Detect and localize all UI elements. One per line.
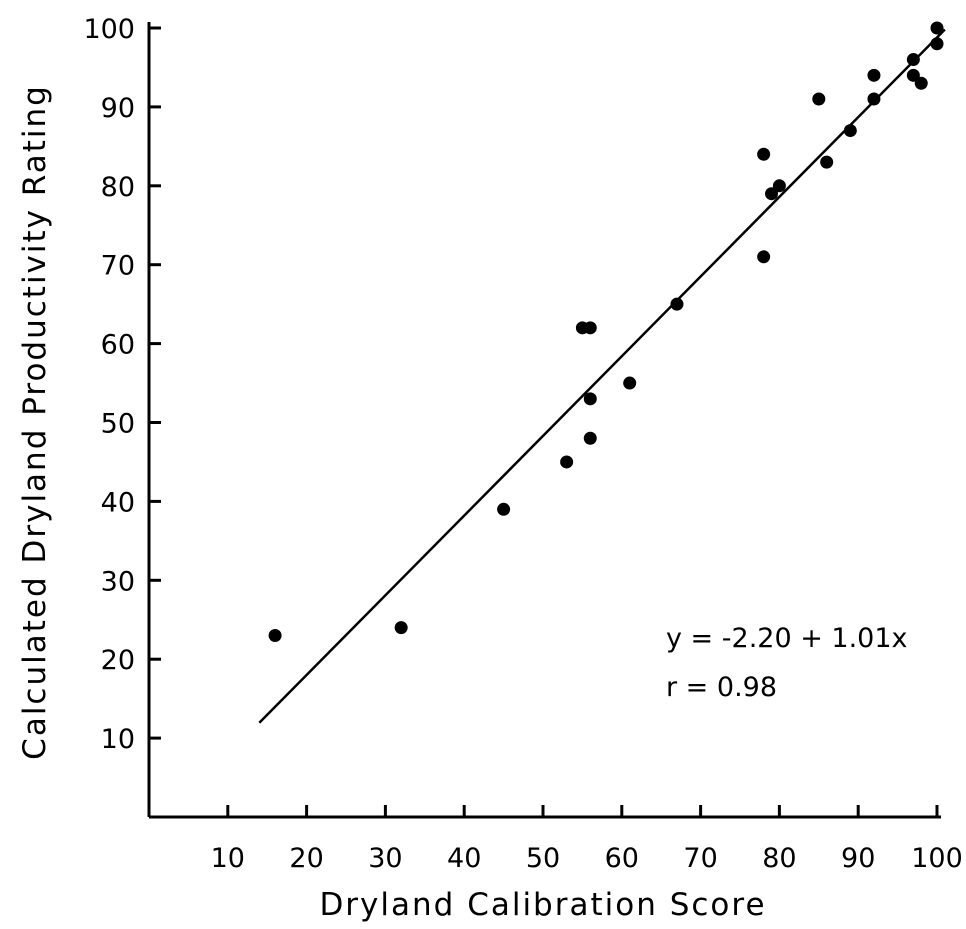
y-tick-label: 50 — [101, 409, 135, 440]
y-tick-label: 40 — [101, 487, 135, 518]
data-point — [843, 124, 857, 138]
data-point — [583, 392, 597, 406]
y-tick-label: 100 — [83, 14, 135, 45]
correlation-coefficient: r = 0.98 — [666, 672, 777, 703]
x-tick-label: 50 — [526, 843, 560, 874]
x-tick-label: 80 — [762, 843, 796, 874]
data-point — [394, 621, 408, 635]
x-axis-title: Dryland Calibration Score — [319, 887, 766, 923]
data-point — [560, 455, 574, 469]
data-point — [906, 68, 920, 82]
x-tick-label: 20 — [289, 843, 323, 874]
x-tick-label: 10 — [211, 843, 245, 874]
data-point — [268, 629, 282, 643]
y-tick-label: 80 — [101, 172, 135, 203]
axes — [147, 22, 941, 819]
data-point — [757, 147, 771, 161]
y-tick-label: 30 — [101, 566, 135, 597]
data-point — [772, 179, 786, 193]
data-point — [906, 53, 920, 67]
data-point — [930, 21, 944, 35]
y-tick-label: 90 — [101, 93, 135, 124]
data-point — [583, 321, 597, 335]
data-point — [867, 68, 881, 82]
ticks: 10 20 30 40 50 60 70 80 90 100 10 20 30 40 50 60 70 80 90 1… — [83, 14, 962, 874]
y-tick-label: 60 — [101, 330, 135, 361]
data-point — [820, 155, 834, 169]
x-tick-label: 60 — [605, 843, 639, 874]
data-point — [914, 76, 928, 90]
data-point — [765, 187, 779, 201]
y-tick-label: 10 — [101, 724, 135, 755]
data-point — [623, 376, 637, 390]
regression-line — [258, 28, 946, 724]
x-tick-label: 70 — [683, 843, 717, 874]
data-points — [268, 21, 944, 643]
x-tick-label: 90 — [841, 843, 875, 874]
y-tick-label: 70 — [101, 251, 135, 282]
regression-line-group — [258, 28, 946, 724]
data-point — [757, 250, 771, 264]
data-point — [583, 431, 597, 445]
data-point — [812, 92, 826, 106]
data-point — [867, 92, 881, 106]
x-tick-label: 100 — [911, 843, 963, 874]
data-point — [497, 502, 511, 516]
y-axis-title: Calculated Dryland Productivity Rating — [17, 84, 53, 760]
y-tick-label: 20 — [101, 645, 135, 676]
regression-equation: y = -2.20 + 1.01x — [666, 623, 908, 654]
x-tick-label: 40 — [447, 843, 481, 874]
data-point — [930, 37, 944, 51]
x-tick-label: 30 — [368, 843, 402, 874]
data-point — [670, 297, 684, 311]
